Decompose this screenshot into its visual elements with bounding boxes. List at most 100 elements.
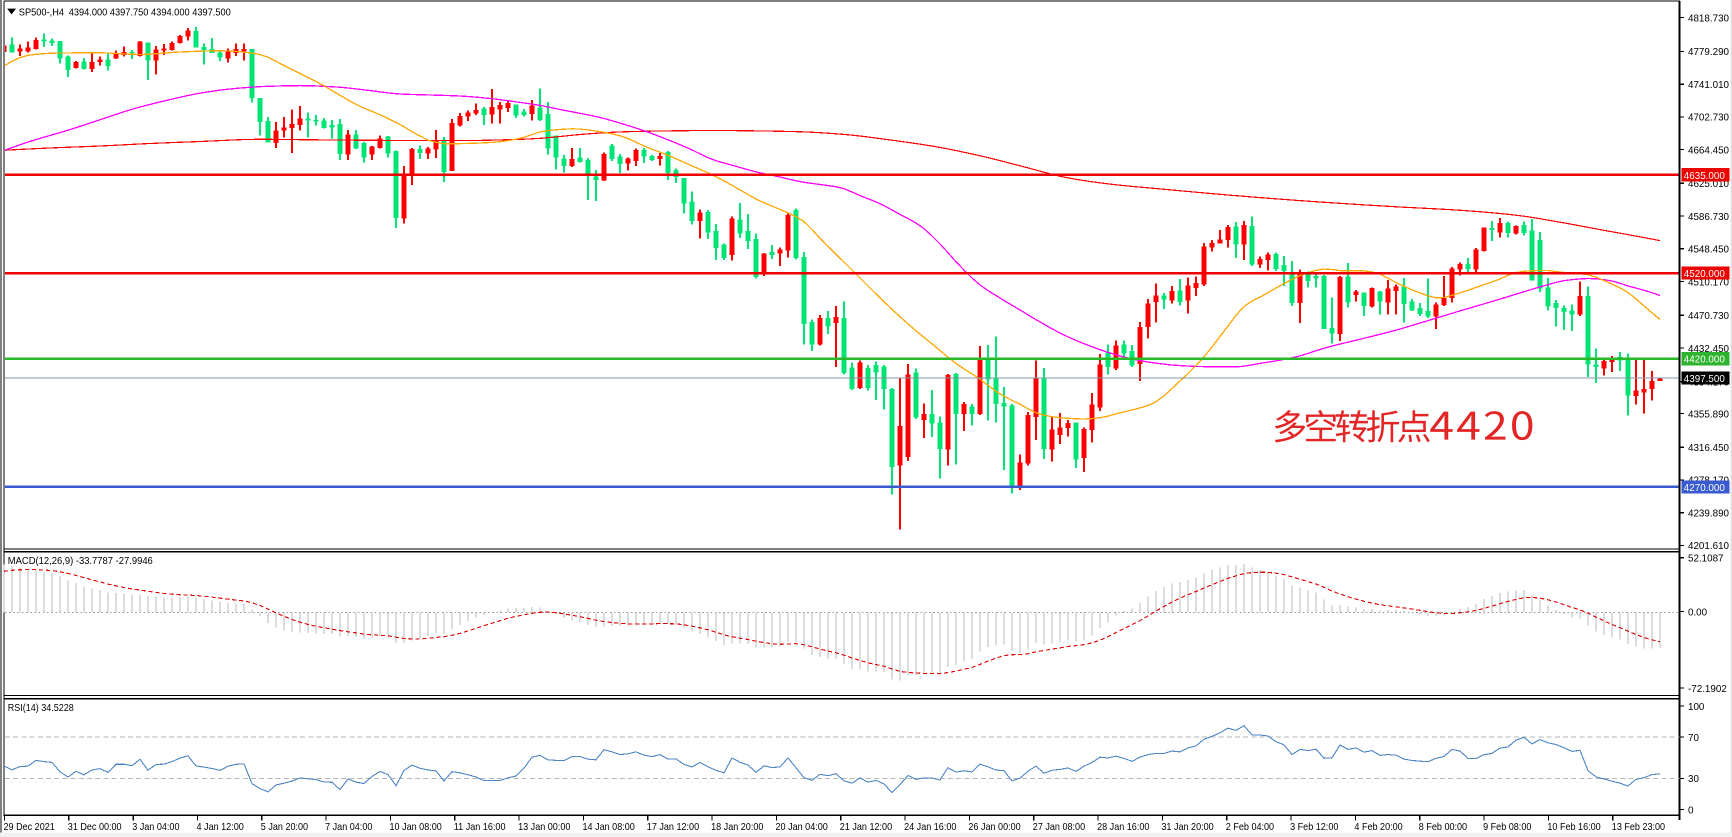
window-title: SP500-,H4 4394.000 4397.750 4394.000 439… [19, 6, 231, 18]
rsi-panel-content [3, 724, 1680, 794]
candle-body [657, 156, 663, 159]
candle-wick [1443, 275, 1445, 307]
candle-body [1401, 286, 1407, 304]
candle-body [1065, 423, 1071, 429]
price-axis-label: 4664.450 [1688, 144, 1729, 156]
price-panel-content [5, 26, 1679, 530]
candle-body [1305, 272, 1311, 281]
rsi-scale-label: 70 [1688, 732, 1699, 744]
candle-body [601, 153, 607, 181]
candle-wick [1643, 359, 1645, 414]
candle-body [105, 59, 111, 67]
time-axis-label: 5 Jan 20:00 [261, 821, 308, 833]
candle-body [1289, 272, 1295, 304]
candle-body [1097, 364, 1103, 408]
candle-wick [1427, 278, 1429, 319]
candle-body [641, 150, 647, 157]
candle-body [713, 231, 719, 249]
candle-body [281, 127, 287, 131]
candle-body [249, 48, 255, 98]
candle-wick [875, 361, 877, 400]
rsi-line [3, 724, 1661, 794]
candle-wick [1283, 255, 1285, 286]
candle-wick [491, 89, 493, 124]
candle-body [1225, 227, 1231, 241]
annotation-text[interactable]: 多空转折点4420 [1274, 409, 1533, 443]
candle-wick [1635, 359, 1637, 405]
time-axis-label: 8 Feb 00:00 [1419, 821, 1467, 833]
rsi-label: RSI(14) 34.5228 [8, 702, 74, 714]
candle-wick [579, 147, 581, 163]
candle-body [361, 142, 367, 158]
candle-body [585, 160, 591, 176]
candle-body [1169, 291, 1175, 301]
candle-body [329, 124, 335, 128]
candle-body [705, 212, 711, 233]
candle-wick [571, 147, 573, 168]
candle-body [1337, 277, 1343, 334]
candle-body [937, 422, 943, 449]
candle-wick [499, 101, 501, 124]
candle-body [1585, 295, 1591, 365]
time-axis-label: 21 Jan 12:00 [840, 821, 892, 833]
candle-body [1465, 263, 1471, 269]
candle-body [1089, 404, 1095, 431]
candle-body [1265, 254, 1271, 261]
candle-body [985, 358, 991, 380]
price-axis-label: 4586.730 [1688, 211, 1729, 223]
candle-body [1033, 378, 1039, 417]
candle-body [833, 316, 839, 324]
candle-wick [1395, 284, 1397, 315]
candle-body [1409, 301, 1415, 311]
candle-body [489, 106, 495, 115]
candle-body [433, 140, 439, 150]
time-axis[interactable]: 29 Dec 2021 31 Dec 00:00 3 Jan 04:00 4 Jan … [4, 815, 1666, 833]
annotation-glyph-2 [1484, 411, 1506, 440]
candle-body [1545, 287, 1551, 307]
symbol-dropdown-icon[interactable] [7, 8, 16, 15]
candle-body [521, 111, 527, 115]
candle-body [473, 109, 479, 114]
candle-body [25, 47, 31, 52]
candle-body [1489, 228, 1495, 231]
time-axis-label: 18 Jan 20:00 [711, 821, 763, 833]
price-badge-label: 4635.000 [1684, 170, 1725, 182]
candle-body [1569, 310, 1575, 315]
time-axis-label: 11 Jan 16:00 [454, 821, 506, 833]
candle-wick [627, 157, 629, 171]
time-axis-label: 14 Jan 08:00 [583, 821, 635, 833]
ma-mid-line [5, 84, 1661, 368]
candle-body [1593, 364, 1599, 368]
candle-body [625, 158, 631, 164]
candle-wick [1611, 356, 1613, 373]
time-axis-label: 7 Jan 04:00 [325, 821, 372, 833]
candle-body [777, 249, 783, 254]
candle-body [617, 156, 623, 165]
annotation-glyph-折 [1366, 410, 1400, 443]
window-bottom-strip [0, 832, 1732, 837]
candle-body [561, 158, 567, 166]
candle-body [913, 372, 919, 418]
candle-body [241, 48, 247, 52]
candle-body [945, 375, 951, 450]
candle-body [481, 108, 487, 115]
candle-body [1241, 225, 1247, 245]
candle-body [169, 42, 175, 51]
candle-body [1233, 226, 1239, 245]
candle-body [633, 150, 639, 162]
candle-body [1553, 303, 1559, 308]
candle-body [1481, 227, 1487, 252]
candle-body [145, 42, 151, 61]
candle-body [1425, 311, 1431, 317]
price-badge-box [1681, 168, 1730, 182]
candle-body [505, 103, 511, 109]
candle-body [1657, 377, 1663, 381]
candle-body [1497, 223, 1503, 233]
price-axis[interactable]: 4818.730 4779.290 4741.010 4702.730 4664.450… [1679, 12, 1730, 552]
candle-wick [1571, 304, 1573, 332]
candle-body [681, 177, 687, 204]
candle-body [153, 49, 159, 61]
candle-body [89, 62, 95, 70]
